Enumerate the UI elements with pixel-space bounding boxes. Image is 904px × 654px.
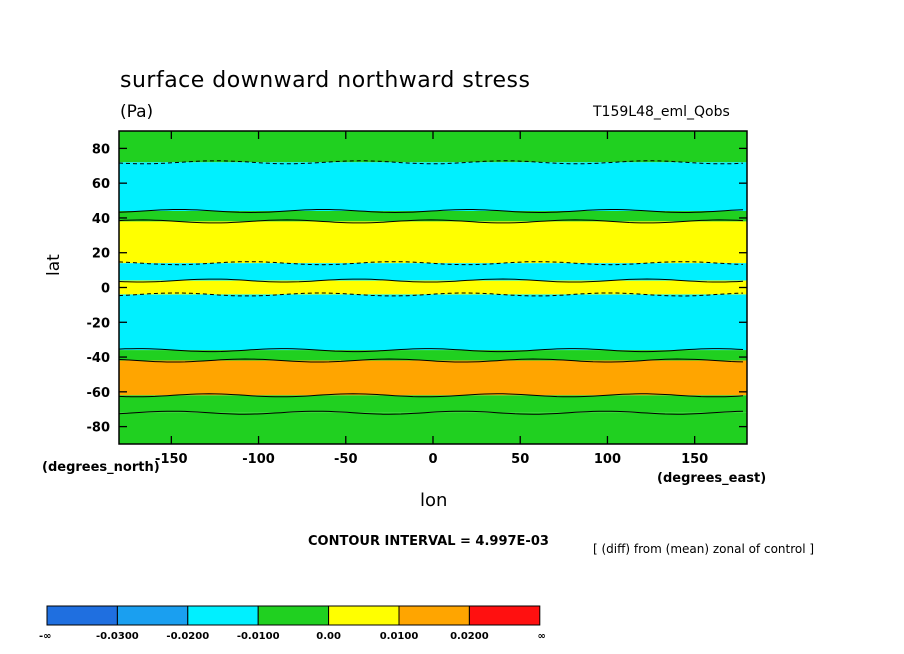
x-tick-label: 100 xyxy=(594,452,621,467)
y-tick-label: -40 xyxy=(87,351,111,366)
band-4 xyxy=(119,263,747,281)
contour-line-2 xyxy=(119,209,744,214)
colorbar-label: -0.0200 xyxy=(166,631,209,642)
colorbar-swatch xyxy=(328,605,400,626)
colorbar-label: -0.0100 xyxy=(237,631,280,642)
colorbar-label: 0.0200 xyxy=(450,631,489,642)
band-7 xyxy=(119,350,747,361)
y-ticks: 80 60 40 20 0 -20 -40 -60 -80 xyxy=(87,142,747,436)
contour-line-8 xyxy=(119,358,744,363)
diff-note: [ (diff) from (mean) zonal of control ] xyxy=(593,542,815,556)
x-tick-label: 50 xyxy=(511,452,529,467)
y-tick-label: 60 xyxy=(92,177,110,192)
x-tick-label: -150 xyxy=(155,452,188,467)
colorbar-label: -0.0300 xyxy=(96,631,139,642)
x-unit-label: (degrees_east) xyxy=(657,471,767,486)
colorbar-swatch xyxy=(46,605,118,626)
band-9 xyxy=(119,395,747,413)
y-tick-label: -60 xyxy=(87,386,111,401)
chart-title: surface downward northward stress xyxy=(120,68,531,93)
y-tick-label: 20 xyxy=(92,247,110,262)
y-tick-label: -80 xyxy=(87,421,111,436)
band-5 xyxy=(119,280,747,295)
colorbar-label: 0.0100 xyxy=(380,631,419,642)
colorbar-swatch xyxy=(257,605,330,626)
colorbar-label: 0.00 xyxy=(316,631,341,642)
contour-line-3 xyxy=(119,219,744,224)
x-axis-label: lon xyxy=(420,490,448,511)
band-2 xyxy=(119,210,747,222)
contour-field xyxy=(119,131,747,444)
run-label: T159L48_eml_Qobs xyxy=(593,104,730,120)
colorbar-swatch xyxy=(398,605,470,626)
x-tick-label: 150 xyxy=(681,452,708,467)
y-tick-label: 0 xyxy=(101,282,110,297)
y-tick-label: -20 xyxy=(87,316,111,331)
colorbar: -∞ -0.0300 -0.0200 -0.0100 0.00 0.0100 0.0200 ∞ xyxy=(39,605,546,642)
colorbar-label: -∞ xyxy=(39,631,51,642)
band-1 xyxy=(119,162,747,211)
contour-line-4 xyxy=(119,261,744,266)
band-8 xyxy=(119,360,747,396)
contour-line-1 xyxy=(119,160,744,165)
x-tick-label: -100 xyxy=(242,452,275,467)
band-6 xyxy=(119,294,747,351)
y-tick-label: 80 xyxy=(92,142,110,157)
y-tick-label: 40 xyxy=(92,212,110,227)
x-ticks: -150 -100 -50 0 50 100 150 xyxy=(155,131,708,467)
contour-interval: CONTOUR INTERVAL = 4.997E-03 xyxy=(308,534,549,549)
colorbar-swatch xyxy=(116,605,189,626)
y-unit-label: (degrees_north) xyxy=(42,460,160,475)
contour-line-5 xyxy=(119,278,744,283)
x-tick-label: 0 xyxy=(428,452,437,467)
contour-line-10 xyxy=(119,410,744,415)
colorbar-swatch xyxy=(468,605,541,626)
contour-line-9 xyxy=(119,393,744,398)
units-label: (Pa) xyxy=(120,102,154,122)
colorbar-swatch xyxy=(187,605,259,626)
x-tick-label: -50 xyxy=(334,452,358,467)
contour-line-7 xyxy=(119,348,744,353)
band-3 xyxy=(119,221,747,264)
colorbar-label: ∞ xyxy=(537,631,545,642)
contour-line-6 xyxy=(119,292,744,297)
